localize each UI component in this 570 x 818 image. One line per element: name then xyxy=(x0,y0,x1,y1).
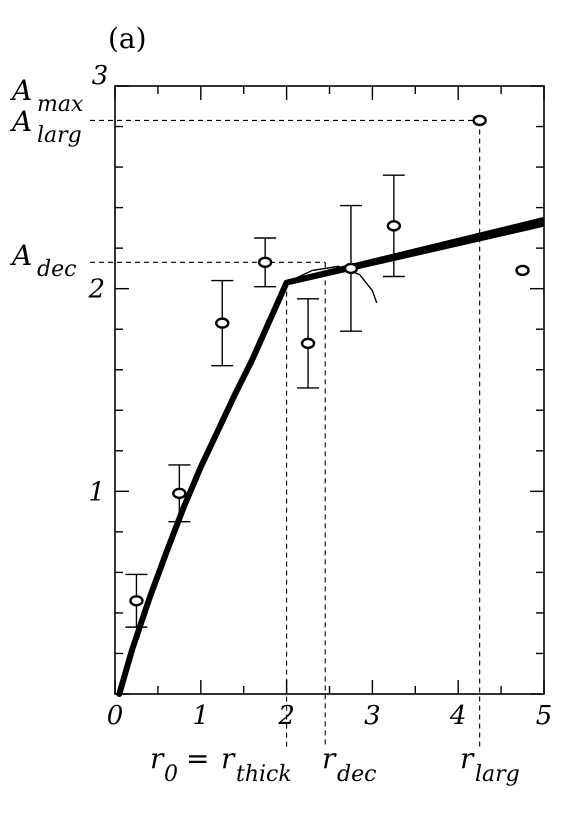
point-marker xyxy=(172,487,187,500)
data-point xyxy=(382,174,405,278)
point-marker xyxy=(515,264,530,277)
svg-text:r: r xyxy=(150,742,165,775)
svg-text:r: r xyxy=(322,742,337,775)
svg-text:A: A xyxy=(9,105,32,138)
fit-line xyxy=(286,216,544,286)
point-marker xyxy=(386,220,402,232)
data-point xyxy=(168,464,191,523)
point-marker xyxy=(215,317,230,329)
svg-text:A: A xyxy=(9,74,32,107)
data-point xyxy=(211,279,234,367)
y-tick-label: 3 xyxy=(92,61,109,91)
point-marker xyxy=(257,256,273,269)
panel-label: (a) xyxy=(108,22,147,55)
data-point xyxy=(254,237,277,288)
data-points xyxy=(125,114,530,628)
axis-ticks xyxy=(114,85,545,695)
svg-text:thick: thick xyxy=(236,762,292,787)
svg-text:larg: larg xyxy=(475,762,520,787)
data-point xyxy=(339,204,362,332)
label-r-larg: r larg xyxy=(460,742,520,787)
x-tick-label: 4 xyxy=(449,701,467,731)
svg-text:r: r xyxy=(460,742,475,775)
point-marker xyxy=(343,262,359,275)
reference-lines xyxy=(90,119,481,748)
svg-text:0: 0 xyxy=(164,762,178,787)
y-tick-label: 1 xyxy=(88,477,105,507)
data-point xyxy=(515,264,530,277)
label-r0-equals-rthick: r 0 = r thick xyxy=(150,742,292,787)
svg-text:dec: dec xyxy=(37,257,76,282)
svg-text:max: max xyxy=(37,92,84,117)
label-a-larg: A larg xyxy=(9,105,82,148)
svg-text:r: r xyxy=(221,742,236,775)
data-point xyxy=(472,114,487,127)
x-tick-label: 1 xyxy=(193,701,210,731)
label-r-dec: r dec xyxy=(322,742,376,787)
svg-text:larg: larg xyxy=(37,123,82,148)
x-tick-label: 3 xyxy=(364,701,381,731)
label-a-max: A max xyxy=(9,74,84,117)
label-a-dec: A dec xyxy=(9,239,76,282)
fit-curve xyxy=(116,279,290,697)
x-tick-label: 5 xyxy=(536,701,553,731)
point-marker xyxy=(129,595,144,607)
y-tick-label: 2 xyxy=(87,275,105,305)
x-tick-label: 0 xyxy=(107,701,124,731)
data-point xyxy=(125,573,148,628)
svg-text:A: A xyxy=(9,239,32,272)
fit-series xyxy=(116,216,544,697)
svg-text:dec: dec xyxy=(337,762,376,787)
point-marker xyxy=(300,337,316,350)
svg-text:=: = xyxy=(186,742,209,775)
point-marker xyxy=(472,114,487,127)
data-point xyxy=(297,298,320,389)
